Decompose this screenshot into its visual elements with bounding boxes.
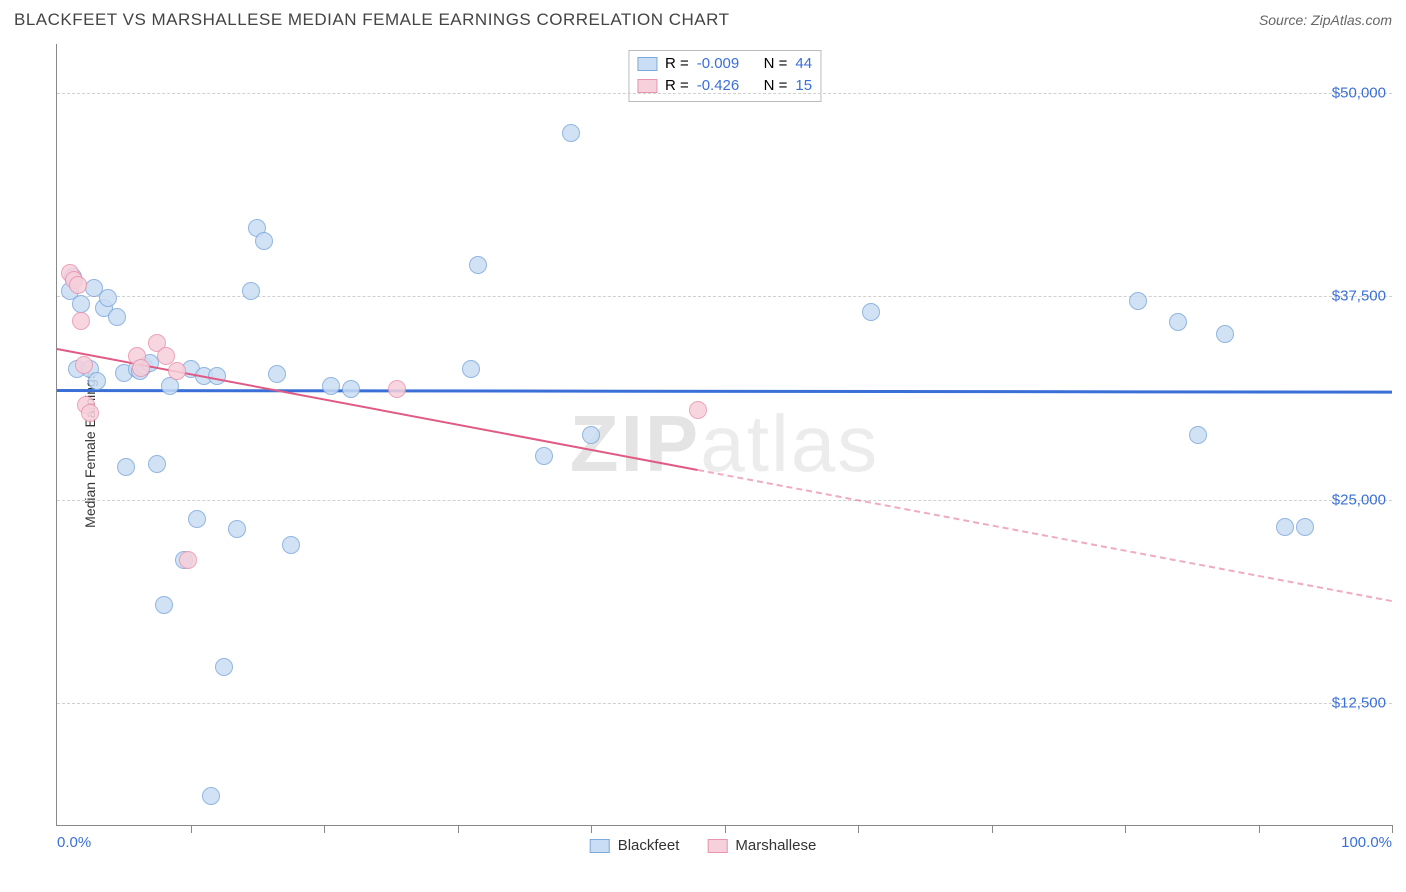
data-point [148,455,166,473]
data-point [1129,292,1147,310]
data-point [689,401,707,419]
data-point [282,536,300,554]
legend-r-value: -0.009 [697,53,740,75]
legend-item: Blackfeet [590,837,680,854]
legend-correlation: R = -0.009 N = 44 R = -0.426 N = 15 [628,50,821,102]
data-point [388,380,406,398]
data-point [168,362,186,380]
data-point [862,303,880,321]
trendline [698,469,1393,602]
legend-item: Marshallese [707,837,816,854]
data-point [1189,426,1207,444]
data-point [75,356,93,374]
data-point [1169,313,1187,331]
plot-wrap: Median Female Earnings ZIPatlas R = -0.0… [14,44,1392,856]
legend-item-label: Blackfeet [618,837,680,854]
xtick [858,825,859,833]
legend-n-value: 44 [795,53,812,75]
chart-title: BLACKFEET VS MARSHALLESE MEDIAN FEMALE E… [14,10,730,30]
legend-r-label: R = [665,53,689,75]
data-point [268,365,286,383]
xtick [992,825,993,833]
ytick-label: $12,500 [1332,694,1386,711]
legend-item-label: Marshallese [735,837,816,854]
xtick [458,825,459,833]
legend-swatch [637,57,657,71]
data-point [117,458,135,476]
gridline [57,703,1392,704]
ytick-label: $50,000 [1332,84,1386,101]
data-point [255,232,273,250]
legend-swatch [707,839,727,853]
xlim-min-label: 0.0% [57,834,91,851]
data-point [462,360,480,378]
data-point [469,256,487,274]
data-point [208,367,226,385]
data-point [81,404,99,422]
xtick [725,825,726,833]
legend-n-label: N = [764,53,788,75]
xtick [324,825,325,833]
data-point [108,308,126,326]
data-point [69,276,87,294]
gridline [57,93,1392,94]
chart-header: BLACKFEET VS MARSHALLESE MEDIAN FEMALE E… [0,0,1406,36]
legend-swatch [637,79,657,93]
ytick-label: $37,500 [1332,288,1386,305]
data-point [132,359,150,377]
xlim-max-label: 100.0% [1341,834,1392,851]
data-point [1216,325,1234,343]
data-point [1296,518,1314,536]
data-point [215,658,233,676]
data-point [72,312,90,330]
data-point [322,377,340,395]
xtick [1125,825,1126,833]
gridline [57,500,1392,501]
data-point [562,124,580,142]
legend-row: R = -0.009 N = 44 [637,53,812,75]
data-point [1276,518,1294,536]
data-point [242,282,260,300]
data-point [582,426,600,444]
data-point [88,372,106,390]
ytick-label: $25,000 [1332,491,1386,508]
trendline [57,348,698,471]
data-point [188,510,206,528]
xtick [1259,825,1260,833]
xtick [191,825,192,833]
xtick [591,825,592,833]
data-point [342,380,360,398]
data-point [99,289,117,307]
trendline [57,389,1392,394]
data-point [535,447,553,465]
xtick [1392,825,1393,833]
plot-area: ZIPatlas R = -0.009 N = 44 R = -0.426 N [56,44,1392,826]
data-point [228,520,246,538]
data-point [155,596,173,614]
chart-container: BLACKFEET VS MARSHALLESE MEDIAN FEMALE E… [0,0,1406,892]
data-point [179,551,197,569]
legend-swatch [590,839,610,853]
chart-source: Source: ZipAtlas.com [1259,12,1392,28]
legend-series: Blackfeet Marshallese [590,837,817,854]
data-point [202,787,220,805]
